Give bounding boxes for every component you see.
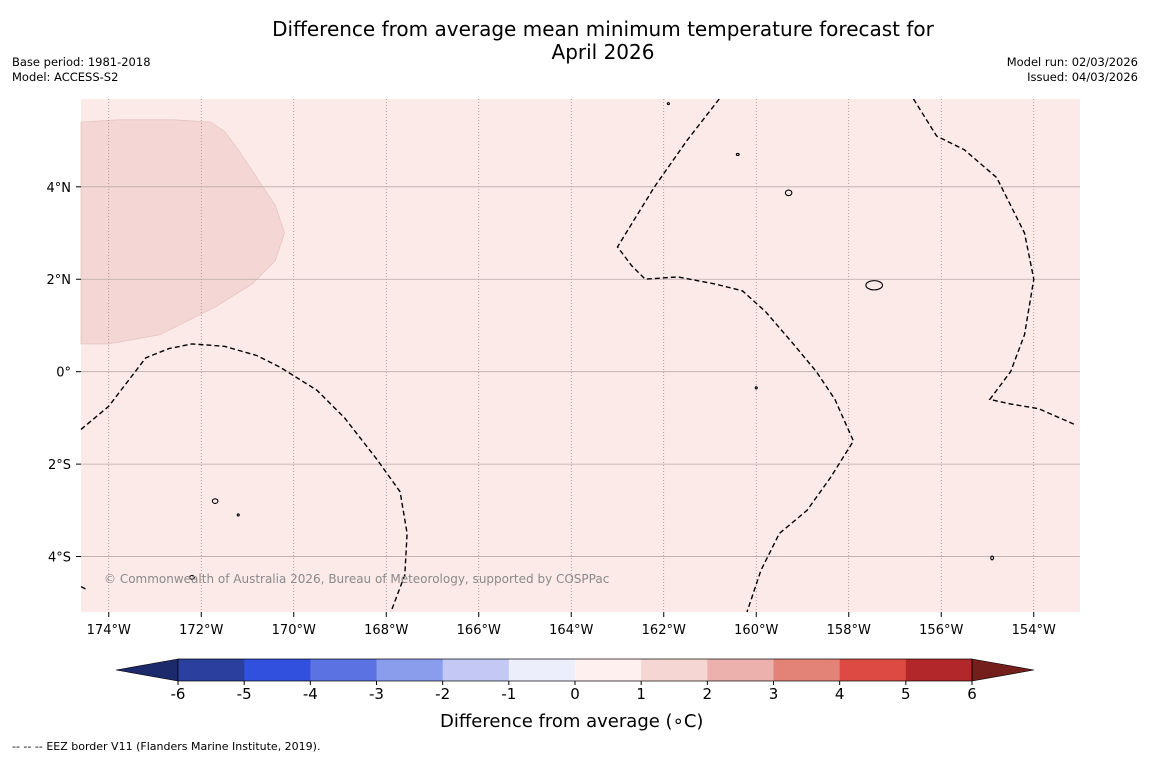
colorbar-tick-label: 3 [769, 685, 779, 703]
colorbar-label-text: Difference from average ( [440, 711, 673, 732]
colorbar-tick-label: 5 [901, 685, 911, 703]
eez-border [80, 343, 408, 613]
chart-title: Difference from average mean minimum tem… [0, 18, 1150, 64]
lon-tick-label: 172°W [179, 623, 223, 638]
model-name: Model: ACCESS-S2 [12, 70, 119, 84]
colorbar-extend-high [971, 658, 1035, 682]
lon-tick-label: 174°W [87, 623, 131, 638]
issued-date: Issued: 04/03/2026 [1027, 70, 1138, 84]
colorbar-swatch [707, 659, 774, 681]
colorbar-tick-label: 2 [703, 685, 713, 703]
colorbar-swatch [244, 659, 311, 681]
colorbar-swatch [178, 659, 245, 681]
lon-tick-label: 160°W [734, 623, 778, 638]
island-outlines [189, 102, 995, 580]
colorbar-swatch [508, 659, 576, 681]
copyright-text: © Commonwealth of Australia 2026, Bureau… [104, 572, 609, 586]
longitude-tick-labels: 174°W 172°W 170°W 168°W 166°W 164°W 162°W 160°W… [87, 612, 1056, 638]
latitude-tick-labels: 4°N 2°N 0° 2°S 4°S [47, 181, 81, 566]
lon-tick-label: 162°W [642, 623, 686, 638]
lon-tick-label: 166°W [457, 623, 501, 638]
lat-tick-label: 4°N [47, 181, 72, 196]
colorbar-label: Difference from average (∘C) [440, 711, 703, 732]
island [754, 386, 758, 390]
eez-legend: -- -- -- EEZ border V11 (Flanders Marine… [12, 740, 320, 753]
lon-tick-label: 168°W [364, 623, 408, 638]
colorbar-label-unit: ∘C) [673, 711, 704, 732]
title-line-2: April 2026 [551, 40, 655, 64]
lat-tick-label: 4°S [48, 551, 71, 566]
colorbar-extend-low [115, 658, 179, 682]
eez-border [80, 585, 86, 590]
colorbar-tick-label: 4 [835, 685, 845, 703]
lat-tick-label: 2°S [48, 458, 71, 473]
island [189, 574, 195, 580]
island [666, 102, 670, 106]
meta-left: Base period: 1981-2018 Model: ACCESS-S2 [12, 55, 151, 85]
colorbar-tick-label: -1 [501, 685, 516, 703]
colorbar-tick-label: -4 [303, 685, 318, 703]
title-line-1: Difference from average mean minimum tem… [272, 17, 934, 41]
island [735, 152, 740, 157]
lon-tick-label: 158°W [827, 623, 871, 638]
colorbar-swatch [839, 659, 907, 681]
island [236, 513, 240, 517]
eez-legend-symbol: -- -- -- [12, 740, 43, 753]
colorbar-swatch [575, 659, 642, 681]
latitude-gridlines [81, 186, 1080, 557]
eez-border [616, 98, 855, 613]
island [990, 555, 995, 561]
lat-tick-label: 2°N [47, 273, 72, 288]
colorbar-tick-label: 1 [636, 685, 646, 703]
eez-legend-label: EEZ border V11 (Flanders Marine Institut… [46, 740, 321, 753]
lat-tick-label: 0° [56, 366, 71, 381]
meta-right: Model run: 02/03/2026 Issued: 04/03/2026 [1007, 55, 1138, 85]
colorbar-swatch [376, 659, 444, 681]
colorbar-swatch [442, 659, 510, 681]
colorbar: -6 -5 -4 -3 -2 -1 0 1 2 3 4 5 6 [115, 658, 1035, 703]
lon-tick-label: 154°W [1012, 623, 1056, 638]
colorbar-tick-label: -6 [171, 685, 186, 703]
colorbar-tick-label: -2 [435, 685, 450, 703]
eez-border-lines [80, 98, 1076, 613]
colorbar-tick-label: 6 [967, 685, 977, 703]
colorbar-tick-label: -3 [369, 685, 384, 703]
island [211, 498, 219, 504]
base-period: Base period: 1981-2018 [12, 55, 151, 69]
colorbar-tick-label: 0 [570, 685, 580, 703]
colorbar-swatch [310, 659, 377, 681]
colorbar-swatch [905, 659, 973, 681]
colorbar-swatch [641, 659, 708, 681]
warm-anomaly-region [80, 119, 285, 345]
island [784, 189, 793, 197]
colorbar-swatch [773, 659, 841, 681]
lon-tick-label: 156°W [919, 623, 963, 638]
lon-tick-label: 164°W [549, 623, 593, 638]
island [865, 280, 884, 291]
lon-tick-label: 170°W [272, 623, 316, 638]
colorbar-tick-label: -5 [237, 685, 252, 703]
model-run: Model run: 02/03/2026 [1006, 55, 1138, 69]
